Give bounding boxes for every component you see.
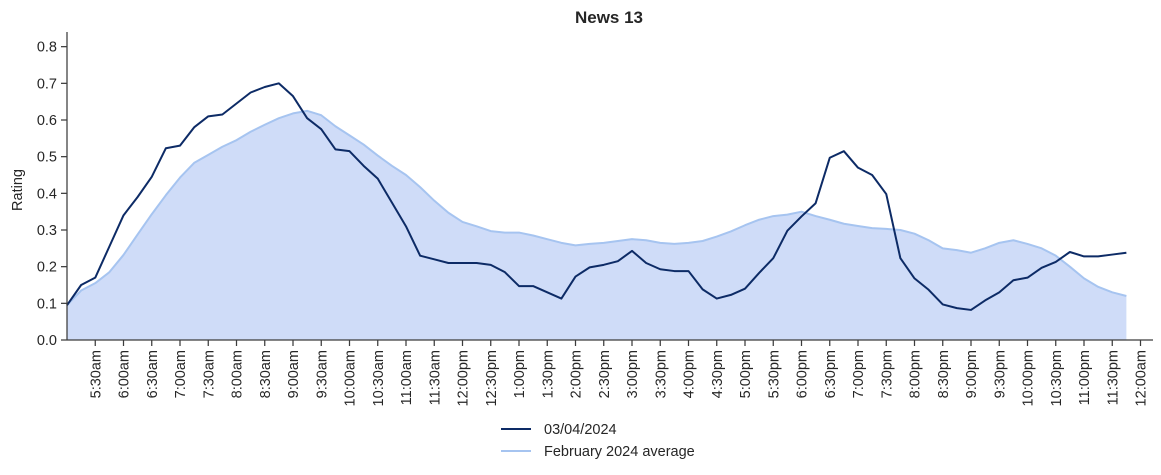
x-tick-label: 3:30pm: [653, 350, 669, 398]
x-tick-label: 7:00pm: [851, 350, 867, 398]
x-tick-label: 1:00pm: [512, 350, 528, 398]
x-tick-label: 9:30am: [314, 350, 330, 398]
x-tick-label: 10:30am: [371, 350, 387, 406]
x-tick-label: 8:00am: [230, 350, 246, 398]
x-tick-label: 12:30pm: [484, 350, 500, 406]
x-tick-label: 11:00pm: [1077, 350, 1093, 405]
x-tick-label: 4:00pm: [682, 350, 698, 398]
line-layer: [66, 82, 1127, 311]
x-tick-label: 5:00pm: [738, 350, 754, 398]
x-tick-label: 1:30pm: [540, 350, 556, 398]
x-tick-label: 10:30pm: [1049, 350, 1065, 406]
x-tick-label: 7:30pm: [879, 350, 895, 398]
series-line-1: [66, 109, 1127, 306]
x-tick-label: 5:30pm: [766, 350, 782, 398]
y-tick-label: 0.0: [37, 333, 57, 349]
series-area-1: [67, 110, 1127, 340]
area-layer: [67, 110, 1127, 340]
x-tick-label: 5:30am: [88, 350, 104, 398]
x-tick-label: 2:00pm: [569, 350, 585, 398]
x-tick-label: 8:30pm: [936, 350, 952, 398]
y-tick-label: 0.8: [37, 40, 57, 56]
x-tick-label: 6:30am: [145, 350, 161, 398]
x-tick-label: 7:00am: [173, 350, 189, 398]
x-tick-label: 3:00pm: [625, 350, 641, 398]
y-tick-label: 0.1: [37, 296, 57, 312]
y-ticks: 0.0 0.1 0.2 0.3 0.4 0.5 0.6 0.7 0.8: [37, 40, 67, 349]
x-tick-label: 6:00pm: [795, 350, 811, 398]
x-tick-label: 8:00pm: [908, 350, 924, 398]
y-tick-label: 0.7: [37, 76, 57, 92]
series-line-0: [66, 82, 1127, 311]
x-tick-label: 9:30pm: [992, 350, 1008, 398]
y-tick-label: 0.6: [37, 113, 57, 129]
y-axis-label: Rating: [10, 169, 26, 211]
y-tick-label: 0.2: [37, 260, 57, 276]
x-tick-label: 4:30pm: [710, 350, 726, 398]
chart-title: News 13: [575, 8, 643, 27]
x-tick-label: 9:00pm: [964, 350, 980, 398]
x-tick-label: 6:00am: [117, 350, 133, 398]
x-tick-label: 8:30am: [258, 350, 274, 398]
x-tick-label: 2:30pm: [597, 350, 613, 398]
x-tick-label: 10:00pm: [1021, 350, 1037, 406]
y-tick-label: 0.4: [37, 186, 57, 202]
x-tick-label: 10:00am: [343, 350, 359, 406]
x-tick-label: 6:30pm: [823, 350, 839, 398]
x-ticks: 5:30am 6:00am 6:30am 7:00am 7:30am 8:00am 8:30…: [88, 340, 1150, 406]
x-tick-label: 11:30pm: [1105, 350, 1121, 405]
x-tick-label: 7:30am: [201, 350, 217, 398]
x-tick-label: 12:00am: [1134, 350, 1150, 406]
legend: 03/04/2024 February 2024 average: [501, 422, 695, 460]
y-tick-label: 0.5: [37, 150, 57, 166]
y-tick-label: 0.3: [37, 223, 57, 239]
x-tick-label: 12:00pm: [456, 350, 472, 406]
x-tick-label: 9:00am: [286, 350, 302, 398]
legend-label-1: February 2024 average: [544, 444, 695, 460]
x-tick-label: 11:00am: [399, 350, 415, 405]
x-tick-label: 11:30am: [427, 350, 443, 405]
legend-label-0: 03/04/2024: [544, 422, 617, 438]
